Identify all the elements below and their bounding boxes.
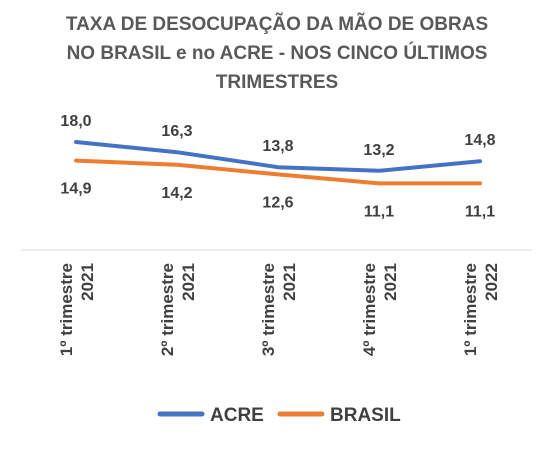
x-tick-label-line-1: 1º trimestre (57, 263, 76, 356)
chart-title-line-2: NO BRASIL e no ACRE - NOS CINCO ÚLTIMOS (67, 42, 488, 64)
x-tick-label-line-2: 2022 (482, 263, 501, 301)
data-label-brasil: 14,9 (60, 181, 91, 198)
data-label-brasil: 11,1 (465, 203, 495, 220)
x-tick-label: 1º trimestre 2022 (461, 263, 501, 356)
x-tick-label: 2º trimestre 2021 (158, 263, 198, 356)
data-label-acre: 16,3 (161, 123, 192, 140)
x-tick-label-line-2: 2021 (179, 263, 198, 301)
data-label-brasil: 11,1 (364, 203, 394, 220)
legend-label-acre: ACRE (210, 405, 264, 426)
x-tick-label: 4º trimestre 2021 (360, 263, 400, 356)
x-axis-tick-labels: 1º trimestre 2021 2º trimestre 2021 3º trime… (57, 263, 501, 356)
series-line-acre (74, 140, 482, 173)
chart-title-line-1: TAXA DE DESOCUPAÇÃO DA MÃO DE OBRAS (66, 13, 488, 35)
legend-label-brasil: BRASIL (330, 405, 401, 426)
x-tick-label: 3º trimestre 2021 (259, 263, 299, 356)
data-label-acre: 13,2 (363, 142, 394, 159)
x-tick-label: 1º trimestre 2021 (57, 263, 97, 356)
chart-title: TAXA DE DESOCUPAÇÃO DA MÃO DE OBRAS NO B… (66, 13, 488, 93)
plot-area: 18,0 16,3 13,8 13,2 14,8 14,9 14,2 12,6 11,1 11,1 (60, 113, 495, 220)
x-tick-label-line-1: 1º trimestre (461, 263, 480, 356)
x-tick-label-line-1: 2º trimestre (158, 263, 177, 356)
data-label-brasil: 12,6 (262, 194, 293, 211)
data-label-brasil: 14,2 (161, 185, 192, 202)
x-tick-label-line-1: 3º trimestre (259, 263, 278, 356)
data-label-acre: 18,0 (60, 113, 91, 130)
data-label-acre: 13,8 (262, 138, 293, 155)
x-tick-label-line-2: 2021 (78, 263, 97, 301)
chart-title-line-3: TRIMESTRES (216, 72, 338, 93)
series-line-brasil (74, 158, 482, 186)
x-tick-label-line-2: 2021 (280, 263, 299, 301)
data-label-acre: 14,8 (464, 132, 495, 149)
x-tick-label-line-2: 2021 (381, 263, 400, 301)
x-tick-label-line-1: 4º trimestre (360, 263, 379, 356)
legend: ACRE BRASIL (157, 405, 401, 426)
